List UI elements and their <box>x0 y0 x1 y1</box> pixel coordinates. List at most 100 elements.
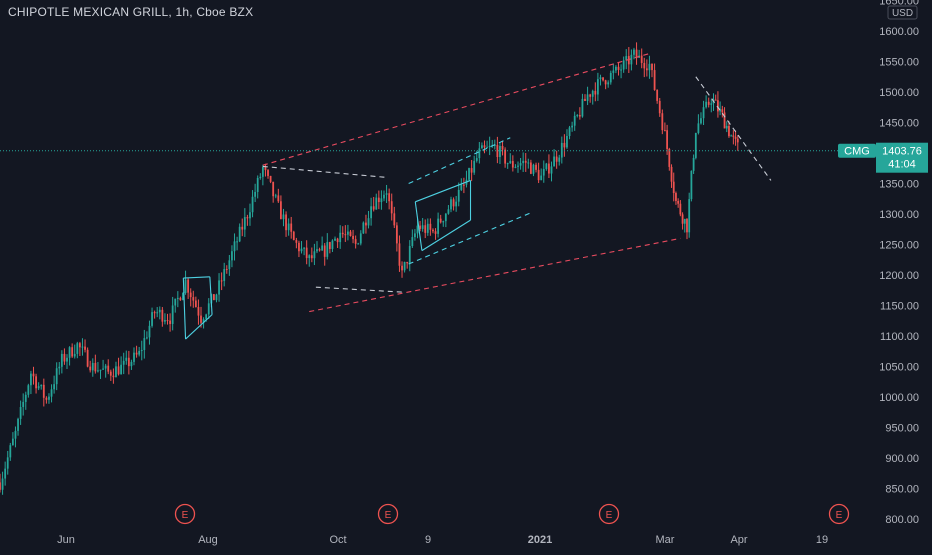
time-tick-label: Mar <box>656 534 675 546</box>
candle-body <box>6 457 9 469</box>
candle-body <box>710 103 713 105</box>
candle-body <box>117 366 120 375</box>
candle-body <box>488 145 491 148</box>
candle-body <box>285 214 287 231</box>
candle-body <box>238 226 241 242</box>
candle-body <box>125 357 128 361</box>
candle-body <box>462 184 465 186</box>
candle-body <box>617 66 620 70</box>
candle-body <box>202 319 205 323</box>
candle-body <box>663 130 666 132</box>
candle-body <box>261 166 264 177</box>
plot-area[interactable] <box>0 0 876 530</box>
candle-body <box>102 368 104 370</box>
earnings-marker[interactable] <box>174 503 196 525</box>
candle-body <box>91 362 94 371</box>
candle-body <box>596 79 599 95</box>
candle-body <box>545 163 548 170</box>
price-tick-label: 1500.00 <box>879 87 919 99</box>
candle-body <box>411 237 414 246</box>
chart-title: CHIPOTLE MEXICAN GRILL, 1h, Cboe BZX <box>8 5 254 19</box>
candle-body <box>568 127 571 137</box>
time-axis[interactable] <box>0 530 876 550</box>
candle-body <box>53 384 56 390</box>
candle-body <box>675 193 677 201</box>
candle-body <box>548 163 550 174</box>
candle-body <box>22 401 25 408</box>
candle-body <box>11 438 14 446</box>
candle-body <box>705 101 708 108</box>
candle-body <box>437 218 440 234</box>
candle-body <box>282 214 285 220</box>
price-tick-label: 1000.00 <box>879 392 919 404</box>
candle-body <box>504 149 507 164</box>
candle-body <box>375 197 378 210</box>
candle-body <box>130 361 133 367</box>
candle-body <box>635 49 638 58</box>
candle-body <box>179 297 182 301</box>
candle-body <box>135 352 138 355</box>
candle-body <box>256 177 259 192</box>
candle-body <box>672 181 675 194</box>
candle-body <box>344 234 347 236</box>
candle-body <box>385 193 388 195</box>
candle-body <box>690 170 693 200</box>
candle-body <box>109 371 112 376</box>
candle-body <box>380 198 383 203</box>
candle-body <box>359 233 362 244</box>
candle-body <box>17 418 19 431</box>
candle-body <box>501 145 504 150</box>
candle-body <box>225 269 228 271</box>
flag-cyan <box>183 276 210 279</box>
candle-body <box>104 365 107 369</box>
candle-body <box>475 158 478 161</box>
earnings-marker[interactable] <box>377 503 399 525</box>
candle-body <box>594 90 597 95</box>
candle-body <box>251 196 254 213</box>
candle-body <box>395 225 398 244</box>
price-tick-label: 850.00 <box>885 484 919 496</box>
currency-box[interactable] <box>887 5 918 20</box>
candle-body <box>323 245 326 257</box>
candle-body <box>553 156 555 167</box>
symbol-badge[interactable] <box>838 143 876 158</box>
flag-edge <box>182 278 187 340</box>
time-tick-label: Aug <box>198 534 218 546</box>
price-tick-label: 1550.00 <box>879 57 919 69</box>
candle-body <box>627 56 630 65</box>
candle-body <box>416 225 419 234</box>
earnings-marker-label: E <box>606 510 613 521</box>
candle-body <box>455 201 458 207</box>
candle-body <box>249 212 251 219</box>
candle-body <box>694 133 697 158</box>
flag-cyan <box>421 219 471 252</box>
candle-body <box>555 156 558 162</box>
candle-body <box>32 373 35 377</box>
candle-body <box>66 357 68 362</box>
candle-body <box>362 222 365 234</box>
candle-body <box>372 206 375 210</box>
candle-body <box>352 235 354 240</box>
candle-body <box>452 199 455 207</box>
candle-body <box>328 242 331 249</box>
candle-body <box>728 125 730 137</box>
candle-body <box>357 243 360 245</box>
candle-body <box>424 225 427 233</box>
candle-body <box>432 229 434 232</box>
candle-body <box>439 218 442 223</box>
candle-body <box>481 145 483 149</box>
candle-body <box>607 82 610 85</box>
price-tick-label: 1450.00 <box>879 118 919 130</box>
candle-body <box>112 375 115 378</box>
candle-body <box>269 175 272 182</box>
channel-line-cyan <box>408 137 511 185</box>
candle-body <box>519 163 522 166</box>
earnings-marker[interactable] <box>598 503 620 525</box>
candle-body <box>19 407 22 419</box>
candle-body <box>187 279 190 293</box>
candle-body <box>115 366 117 378</box>
earnings-marker[interactable] <box>828 503 850 525</box>
price-axis[interactable] <box>876 0 932 550</box>
